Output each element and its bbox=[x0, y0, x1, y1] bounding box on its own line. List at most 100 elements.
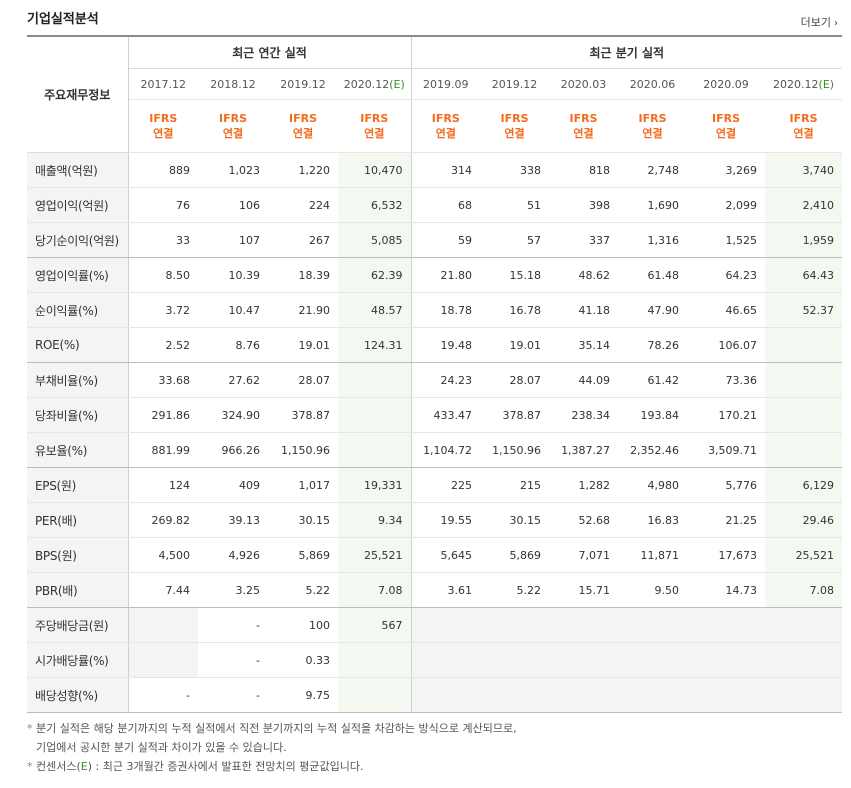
annual-value-cell: 324.90 bbox=[198, 397, 268, 433]
period-header-quarter: 2020.09 bbox=[687, 68, 766, 100]
annual-value-cell: 0.33 bbox=[268, 642, 338, 678]
table-row: 부채비율(%) 33.68 27.62 28.07 24.23 28.07 44.09 61.… bbox=[27, 362, 843, 398]
quarter-value-cell: 64.43 bbox=[765, 257, 843, 293]
quarter-value-cell: 1,959 bbox=[765, 222, 843, 258]
quarter-value-cell: 2,748 bbox=[618, 152, 688, 188]
quarter-value-cell: 16.78 bbox=[480, 292, 550, 328]
quarter-value-cell: 51 bbox=[480, 187, 550, 223]
row-label: 당좌비율(%) bbox=[27, 397, 129, 433]
quarter-value-cell: 7,071 bbox=[549, 537, 619, 573]
quarter-value-cell bbox=[765, 642, 843, 678]
quarter-value-cell: 68 bbox=[410, 187, 481, 223]
annual-value-cell: 33.68 bbox=[128, 362, 198, 398]
annual-value-cell: 106 bbox=[198, 187, 268, 223]
quarter-value-cell: 73.36 bbox=[687, 362, 766, 398]
quarter-value-cell bbox=[687, 642, 766, 678]
annual-value-cell: 39.13 bbox=[198, 502, 268, 538]
quarter-value-cell bbox=[480, 607, 550, 643]
row-label: 영업이익률(%) bbox=[27, 257, 129, 293]
row-label: 주당배당금(원) bbox=[27, 607, 129, 643]
row-label: 순이익률(%) bbox=[27, 292, 129, 328]
row-label: EPS(원) bbox=[27, 467, 129, 503]
quarter-value-cell: 52.37 bbox=[765, 292, 843, 328]
quarter-value-cell: 19.55 bbox=[410, 502, 481, 538]
quarter-value-cell: 19.01 bbox=[480, 327, 550, 363]
period-header-annual: 2020.12(E) bbox=[338, 68, 412, 100]
annual-value-cell: 881.99 bbox=[128, 432, 198, 468]
quarter-value-cell: 5.22 bbox=[480, 572, 550, 608]
quarter-value-cell bbox=[687, 677, 766, 713]
quarter-value-cell bbox=[765, 327, 843, 363]
ifrs-consolidated-label: IFRS 연결 bbox=[618, 99, 688, 153]
row-label: 시가배당률(%) bbox=[27, 642, 129, 678]
table-row: 당좌비율(%) 291.86 324.90 378.87 433.47 378.87 238… bbox=[27, 397, 843, 433]
quarter-value-cell: 3,740 bbox=[765, 152, 843, 188]
quarter-value-cell bbox=[618, 642, 688, 678]
quarter-value-cell: 314 bbox=[410, 152, 481, 188]
quarter-value-cell: 19.48 bbox=[410, 327, 481, 363]
annual-value-cell bbox=[338, 642, 412, 678]
quarter-value-cell bbox=[765, 432, 843, 468]
quarter-value-cell: 30.15 bbox=[480, 502, 550, 538]
annual-value-cell: 48.57 bbox=[338, 292, 412, 328]
standard-row: IFRS 연결 IFRS 연결 IFRS 연결 IFRS 연결 IFRS 연결 IFRS 연결 IFRS… bbox=[27, 99, 843, 153]
quarter-value-cell: 46.65 bbox=[687, 292, 766, 328]
row-label: 유보율(%) bbox=[27, 432, 129, 468]
period-header-quarter: 2020.06 bbox=[618, 68, 688, 100]
annual-value-cell: 10.47 bbox=[198, 292, 268, 328]
quarter-value-cell bbox=[410, 642, 481, 678]
period-row: 2017.12 2018.12 2019.12 2020.12(E) 2019.09 20… bbox=[27, 68, 843, 100]
quarter-value-cell: 14.73 bbox=[687, 572, 766, 608]
quarter-value-cell: 25,521 bbox=[765, 537, 843, 573]
quarter-value-cell: 3,269 bbox=[687, 152, 766, 188]
quarter-value-cell: 1,150.96 bbox=[480, 432, 550, 468]
annual-value-cell: 9.75 bbox=[268, 677, 338, 713]
table-row: PBR(배) 7.44 3.25 5.22 7.08 3.61 5.22 15.71 9.50 1… bbox=[27, 572, 843, 608]
quarter-value-cell: 433.47 bbox=[410, 397, 481, 433]
quarter-value-cell: 15.18 bbox=[480, 257, 550, 293]
more-label: 더보기 bbox=[800, 16, 831, 29]
quarter-value-cell: 2,099 bbox=[687, 187, 766, 223]
quarter-value-cell bbox=[480, 677, 550, 713]
annual-value-cell bbox=[128, 642, 198, 678]
quarter-value-cell: 35.14 bbox=[549, 327, 619, 363]
quarter-value-cell: 16.83 bbox=[618, 502, 688, 538]
quarter-value-cell: 24.23 bbox=[410, 362, 481, 398]
quarter-value-cell: 17,673 bbox=[687, 537, 766, 573]
annual-value-cell: 124 bbox=[128, 467, 198, 503]
quarter-value-cell: 21.25 bbox=[687, 502, 766, 538]
quarter-value-cell: 52.68 bbox=[549, 502, 619, 538]
table-row: 유보율(%) 881.99 966.26 1,150.96 1,104.72 1,150.… bbox=[27, 432, 843, 468]
annual-value-cell: 1,023 bbox=[198, 152, 268, 188]
table-row: PER(배) 269.82 39.13 30.15 9.34 19.55 30.15 52.6… bbox=[27, 502, 843, 538]
annual-value-cell: 4,926 bbox=[198, 537, 268, 573]
quarter-value-cell: 1,282 bbox=[549, 467, 619, 503]
ifrs-consolidated-label: IFRS 연결 bbox=[128, 99, 198, 153]
annual-value-cell bbox=[338, 677, 412, 713]
annual-value-cell: 378.87 bbox=[268, 397, 338, 433]
quarter-value-cell bbox=[618, 607, 688, 643]
quarter-value-cell bbox=[618, 677, 688, 713]
annual-value-cell: 62.39 bbox=[338, 257, 412, 293]
annual-value-cell: 10.39 bbox=[198, 257, 268, 293]
annual-value-cell: 124.31 bbox=[338, 327, 412, 363]
row-label: 영업이익(억원) bbox=[27, 187, 129, 223]
quarter-value-cell: 818 bbox=[549, 152, 619, 188]
row-label: 당기순이익(억원) bbox=[27, 222, 129, 258]
row-label: BPS(원) bbox=[27, 537, 129, 573]
annual-value-cell: 889 bbox=[128, 152, 198, 188]
quarter-group-header: 최근 분기 실적 bbox=[410, 35, 843, 69]
quarter-value-cell: 41.18 bbox=[549, 292, 619, 328]
more-link[interactable]: 더보기 › bbox=[801, 14, 838, 30]
annual-value-cell: 291.86 bbox=[128, 397, 198, 433]
row-label: ROE(%) bbox=[27, 327, 129, 363]
period-header-annual: 2018.12 bbox=[198, 68, 268, 100]
quarter-value-cell: 48.62 bbox=[549, 257, 619, 293]
quarter-value-cell bbox=[410, 677, 481, 713]
quarter-value-cell: 337 bbox=[549, 222, 619, 258]
annual-value-cell: 966.26 bbox=[198, 432, 268, 468]
annual-value-cell: 567 bbox=[338, 607, 412, 643]
annual-value-cell: 27.62 bbox=[198, 362, 268, 398]
footnote-2: * 컨센서스(E) : 최근 3개월간 증권사에서 발표한 전망치의 평균값입니… bbox=[27, 760, 364, 773]
annual-value-cell: 25,521 bbox=[338, 537, 412, 573]
